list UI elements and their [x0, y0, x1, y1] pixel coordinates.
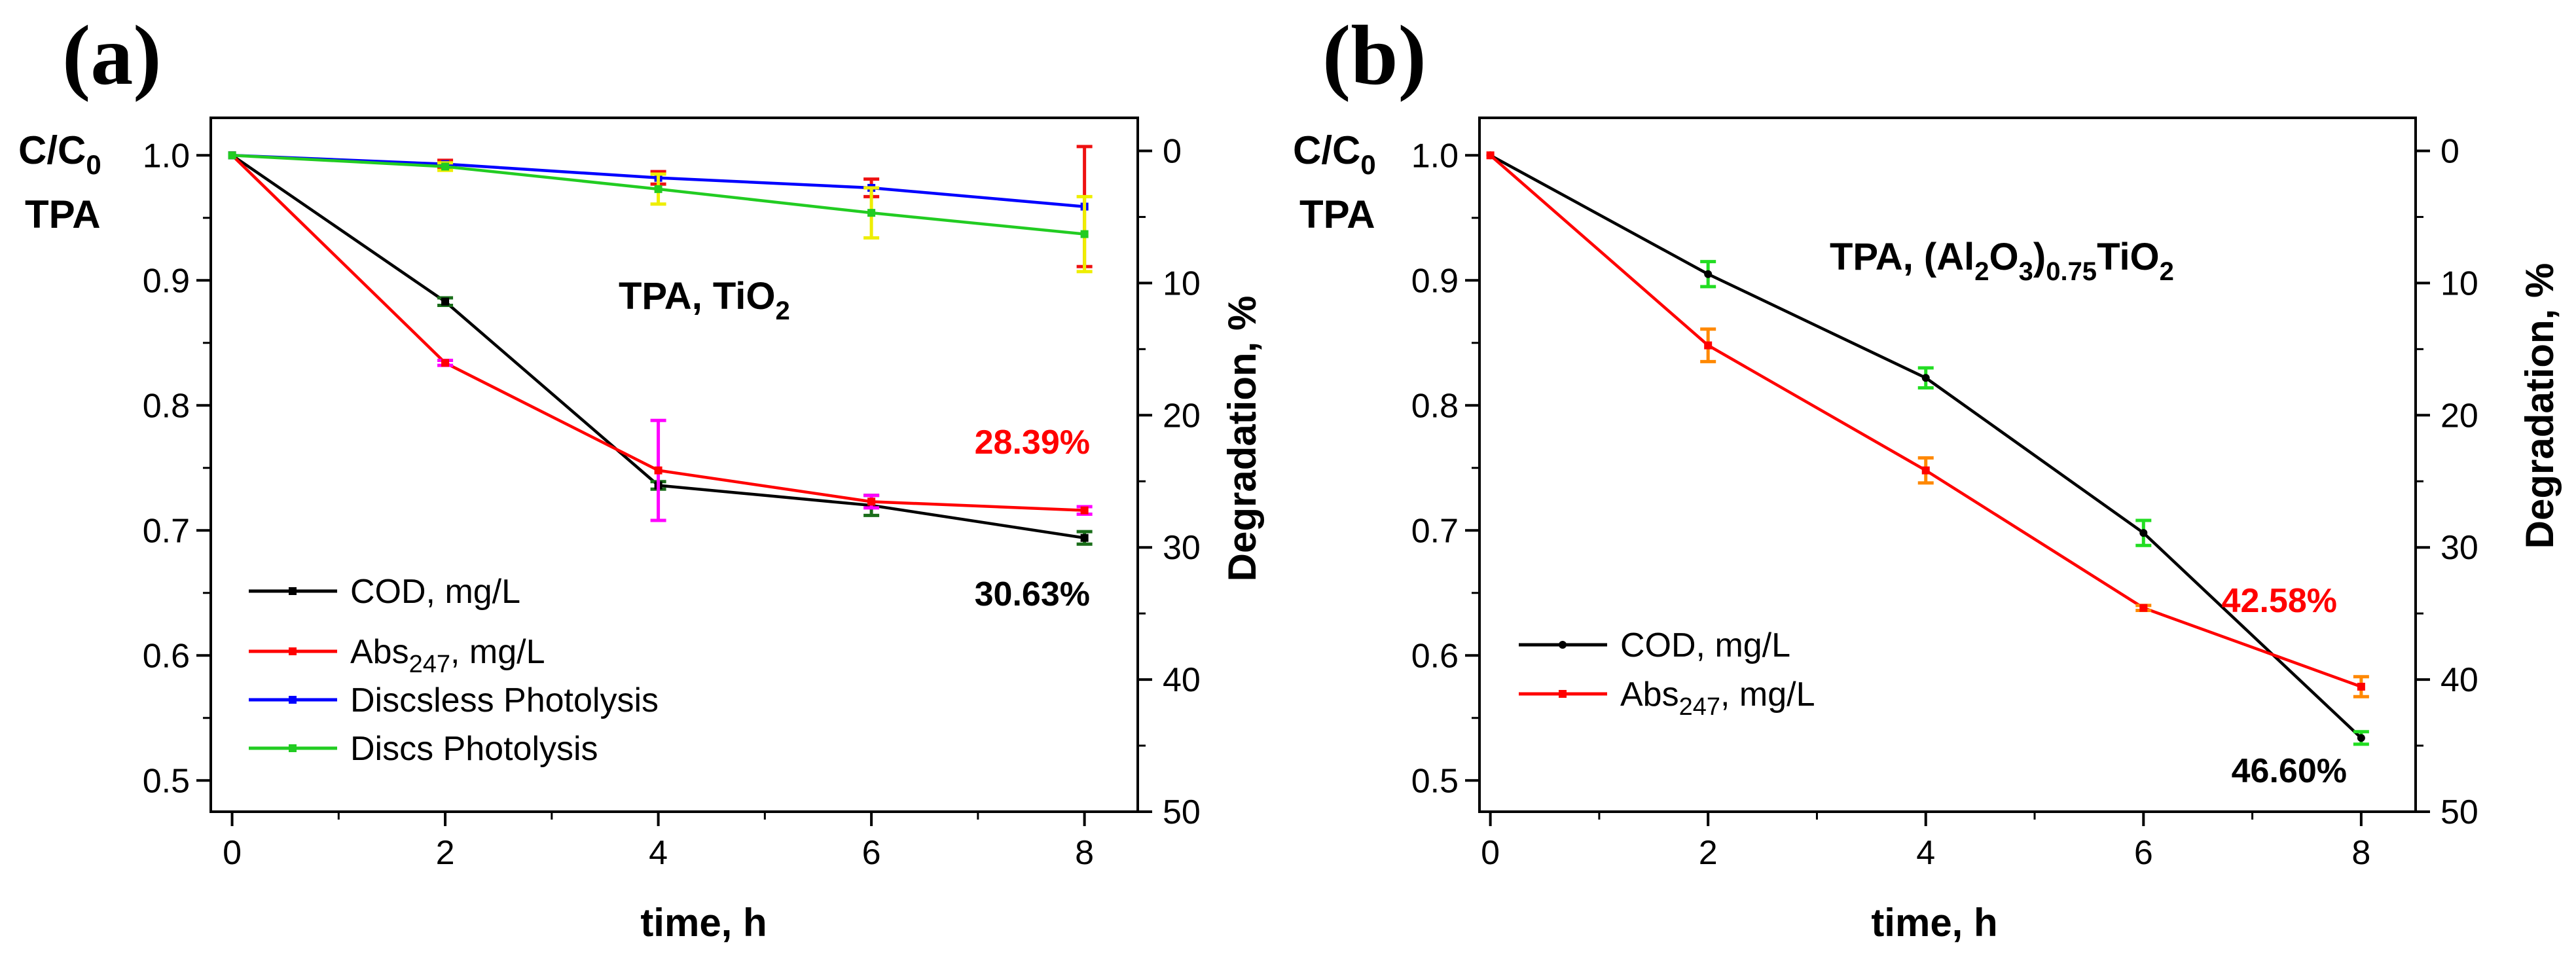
panel-b: (b) C/C0 TPA 0 2 4 6 8 0.5 0.6 0.7 0.8 0.9 1.0 0 10 2… [1293, 9, 2562, 945]
y-tick-label-a: 0.9 [143, 262, 190, 300]
y2-tick-label-b: 10 [2440, 264, 2478, 302]
annotation-cod-b: 46.60% [2232, 752, 2347, 790]
chart-title-a: TPA, TiO2 [619, 275, 790, 325]
legend-label-abs: Abs247, mg/L [350, 633, 545, 678]
legend-entry-cod-b: COD, mg/L [1519, 626, 1790, 664]
x-axis-title-b: time, h [1871, 901, 1997, 945]
legend-entry-cod: COD, mg/L [249, 573, 520, 611]
data-point-a-3 [228, 151, 236, 160]
data-point-a-3 [441, 162, 450, 171]
data-point-b-0 [2357, 734, 2365, 742]
y-tick-label-b: 0.7 [1411, 512, 1459, 550]
y-tick-label-b: 1.0 [1411, 137, 1459, 175]
y2-tick-label-a: 40 [1163, 661, 1201, 699]
y2-tick-label-a: 30 [1163, 529, 1201, 567]
x-tick-label-a: 2 [436, 834, 455, 872]
legend-entry-discsless: Discsless Photolysis [249, 681, 659, 719]
y2-tick-label-a: 50 [1163, 793, 1201, 831]
y2-tick-label-b: 40 [2440, 661, 2478, 699]
panel-a: (a) C/C0 TPA 0 2 4 6 8 0.5 0.6 0.7 0.8 0.9 1.0 0 10 2… [18, 9, 1264, 945]
x-tick-label-a: 4 [649, 834, 668, 872]
y-tick-label-a: 0.8 [143, 387, 190, 425]
plot-frame-a [209, 117, 1139, 813]
plot-frame-b [1478, 117, 2417, 813]
x-tick-label-b: 4 [1916, 834, 1935, 872]
tick-labels-a: 0 2 4 6 8 0.5 0.6 0.7 0.8 0.9 1.0 0 10 20 30 40 50 [143, 132, 1201, 872]
y-tick-label-a: 1.0 [143, 137, 190, 175]
y2-tick-label-a: 10 [1163, 264, 1201, 302]
data-point-a-1 [441, 359, 450, 367]
legend-label-cod: COD, mg/L [350, 573, 520, 611]
x-tick-label-b: 8 [2351, 834, 2370, 872]
plot-border-b [1478, 117, 2417, 813]
panel-label-b: (b) [1322, 9, 1426, 103]
tick-labels-b: 0 2 4 6 8 0.5 0.6 0.7 0.8 0.9 1.0 0 10 20 30 40 50 [1411, 132, 2478, 872]
chart-title-b: TPA, (Al2O3)0.75TiO2 [1830, 236, 2174, 286]
y-axis-title-a-line2: TPA [25, 192, 101, 236]
legend-label-cod-b: COD, mg/L [1620, 626, 1790, 664]
legend-entry-abs-b: Abs247, mg/L [1519, 676, 1815, 721]
x-tick-label-b: 2 [1699, 834, 1718, 872]
legend-entry-discs: Discs Photolysis [249, 730, 598, 768]
legend-entry-abs: Abs247, mg/L [249, 633, 545, 678]
y-tick-label-a: 0.5 [143, 762, 190, 800]
y-tick-label-b: 0.5 [1411, 762, 1459, 800]
data-point-b-1 [1921, 466, 1930, 475]
x-tick-label-b: 0 [1481, 834, 1500, 872]
x-tick-label-a: 6 [862, 834, 881, 872]
data-point-b-1 [2139, 604, 2148, 612]
data-point-a-3 [1080, 230, 1089, 238]
series-b [1486, 151, 2369, 746]
x-axis-title-a: time, h [640, 901, 767, 945]
data-point-a-1 [1080, 506, 1089, 515]
y2-tick-label-b: 20 [2440, 397, 2478, 435]
y-tick-label-a: 0.7 [143, 512, 190, 550]
annotation-abs-b: 42.58% [2222, 582, 2337, 620]
legend-label-discs: Discs Photolysis [350, 730, 598, 768]
annotation-abs-a: 28.39% [975, 424, 1090, 461]
y2-tick-label-b: 0 [2440, 132, 2459, 170]
y-axis-title-b-line2: TPA [1299, 192, 1375, 236]
data-point-a-3 [867, 209, 876, 217]
y2-tick-label-b: 50 [2440, 793, 2478, 831]
x-tick-label-a: 0 [223, 834, 242, 872]
data-point-a-3 [654, 185, 662, 193]
data-point-a-0 [1080, 534, 1089, 542]
y2-tick-label-b: 30 [2440, 529, 2478, 567]
ticks-b [1465, 149, 2430, 826]
legend-b: COD, mg/L Abs247, mg/L [1519, 626, 1815, 721]
data-point-b-0 [1921, 374, 1930, 382]
data-point-b-0 [2139, 529, 2148, 537]
data-point-a-1 [867, 498, 876, 506]
y-tick-label-a: 0.6 [143, 637, 190, 675]
data-point-b-0 [1704, 270, 1713, 278]
legend-label-abs-b: Abs247, mg/L [1620, 676, 1815, 721]
data-point-b-1 [1486, 151, 1495, 160]
y2-tick-label-a: 0 [1163, 132, 1182, 170]
y-tick-label-b: 0.6 [1411, 637, 1459, 675]
legend-label-discsless: Discsless Photolysis [350, 681, 659, 719]
y2-tick-label-a: 20 [1163, 397, 1201, 435]
panel-label-a: (a) [62, 9, 162, 103]
x-tick-label-b: 6 [2134, 834, 2153, 872]
data-point-a-1 [654, 466, 662, 475]
legend-a: COD, mg/L Abs247, mg/L Discsless Photoly… [249, 573, 659, 768]
y2-axis-title-b: Degradation, % [2518, 263, 2562, 549]
plot-border-a [209, 117, 1139, 813]
annotation-cod-a: 30.63% [975, 575, 1090, 613]
data-point-b-1 [1704, 341, 1713, 350]
data-point-a-0 [441, 297, 450, 306]
y-tick-label-b: 0.9 [1411, 262, 1459, 300]
ticks-a [196, 149, 1152, 826]
y2-axis-title-a: Degradation, % [1220, 296, 1264, 582]
data-point-b-1 [2357, 683, 2365, 691]
x-tick-label-a: 8 [1075, 834, 1094, 872]
y-tick-label-b: 0.8 [1411, 387, 1459, 425]
y-axis-title-b: C/C0 [1293, 128, 1376, 180]
series-a [228, 145, 1093, 546]
y-axis-title-a: C/C0 [18, 128, 101, 180]
